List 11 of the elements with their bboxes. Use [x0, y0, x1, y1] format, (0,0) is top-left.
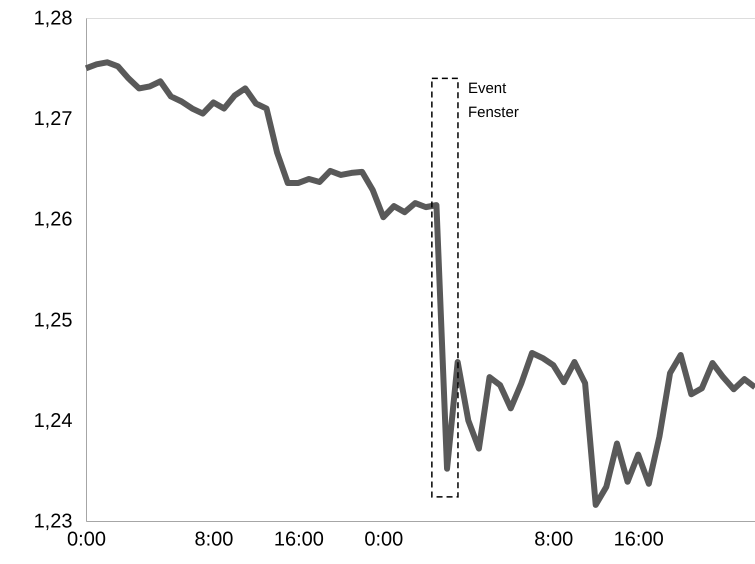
x-tick-label: 16:00: [274, 528, 324, 550]
y-tick-label: 1,24: [34, 410, 72, 432]
y-tick-label: 1,25: [34, 309, 72, 332]
annotation: Event Fenster: [468, 80, 519, 121]
x-tick-label: 8:00: [194, 528, 234, 550]
y-tick-label: 1,26: [34, 208, 72, 231]
x-tick-label: 0:00: [364, 528, 404, 550]
y-tick-label: 1,28: [34, 8, 72, 30]
x-tick-label: 8:00: [534, 528, 574, 550]
y-tick-label: 1,27: [34, 108, 72, 130]
x-tick-label: 16:00: [614, 528, 664, 550]
